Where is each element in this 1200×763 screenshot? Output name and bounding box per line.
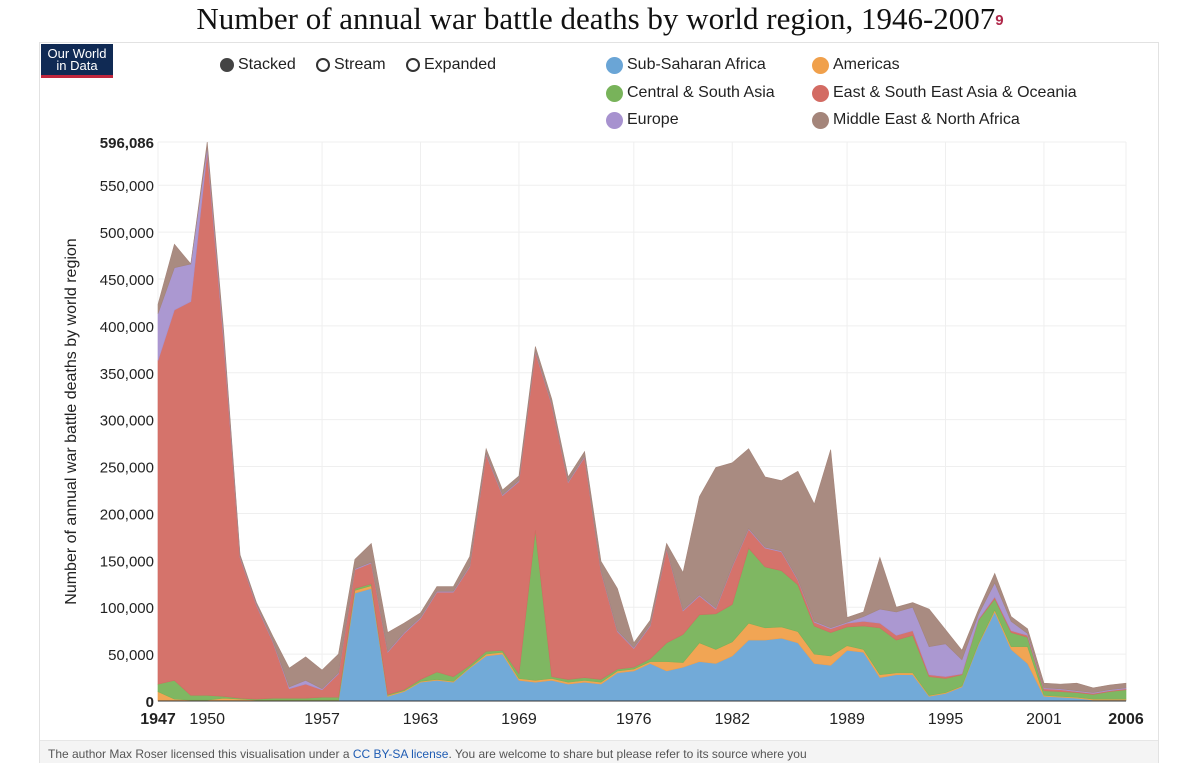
legend-dot-icon xyxy=(606,111,623,129)
y-tick-label: 450,000 xyxy=(100,272,154,289)
legend-dot-icon xyxy=(606,56,623,74)
stream-radio-icon xyxy=(316,58,330,72)
legend-dot-icon xyxy=(812,111,829,129)
legend-item-central-south-asia[interactable]: Central & South Asia xyxy=(606,84,775,102)
legend-label: Americas xyxy=(833,56,900,73)
stacked-radio-icon xyxy=(220,58,234,72)
footer-text-after: . You are welcome to share but please re… xyxy=(448,747,807,761)
y-tick-label: 250,000 xyxy=(100,460,154,477)
x-tick-label: 2001 xyxy=(1026,711,1062,728)
legend-label: Europe xyxy=(627,111,679,128)
stream-label: Stream xyxy=(334,56,386,73)
y-tick-label: 0 xyxy=(146,694,154,711)
x-tick-label: 1947 xyxy=(140,711,176,728)
y-tick-label: 400,000 xyxy=(100,319,154,336)
legend-item-americas[interactable]: Americas xyxy=(812,56,900,74)
y-axis-label: Number of annual war battle deaths by wo… xyxy=(63,238,80,604)
expanded-label: Expanded xyxy=(424,56,497,73)
license-link[interactable]: CC BY-SA license xyxy=(352,747,449,761)
x-tick-label: 1957 xyxy=(304,711,340,728)
owid-logo[interactable]: Our World in Data xyxy=(41,44,113,78)
page-title: Number of annual war battle deaths by wo… xyxy=(0,0,1200,40)
title-footnote-marker[interactable]: 9 xyxy=(995,12,1004,29)
y-tick-label: 150,000 xyxy=(100,553,154,570)
area-middle-east-north-africa[interactable] xyxy=(157,142,1127,693)
legend-dot-icon xyxy=(812,56,829,74)
y-tick-label: 100,000 xyxy=(100,600,154,617)
stacked-option[interactable]: Stacked xyxy=(220,56,296,74)
x-tick-label: 1969 xyxy=(501,711,537,728)
logo-line-1: Our World xyxy=(47,46,107,61)
expanded-option[interactable]: Expanded xyxy=(406,56,496,74)
legend-dot-icon xyxy=(606,84,623,102)
x-tick-label: 1963 xyxy=(403,711,439,728)
legend-label: Sub-Saharan Africa xyxy=(627,56,766,73)
legend-label: Central & South Asia xyxy=(627,84,775,101)
legend-dot-icon xyxy=(812,84,829,102)
license-footer: The author Max Roser licensed this visua… xyxy=(40,740,1158,763)
x-tick-label: 1950 xyxy=(189,711,225,728)
legend-item-east-south-east-asia-oceania[interactable]: East & South East Asia & Oceania xyxy=(812,84,1077,102)
chart-frame xyxy=(39,42,1159,763)
y-tick-label: 550,000 xyxy=(100,178,154,195)
x-tick-label: 2006 xyxy=(1108,711,1144,728)
footer-text-before: The author Max Roser licensed this visua… xyxy=(48,747,353,761)
legend-label: East & South East Asia & Oceania xyxy=(833,84,1077,101)
area-east-south-east-asia-oceania[interactable] xyxy=(157,151,1127,700)
y-tick-label: 596,086 xyxy=(100,135,154,152)
legend-item-sub-saharan-africa[interactable]: Sub-Saharan Africa xyxy=(606,56,766,74)
expanded-radio-icon xyxy=(406,58,420,72)
x-tick-label: 1989 xyxy=(829,711,865,728)
y-tick-label: 500,000 xyxy=(100,225,154,242)
stacked-label: Stacked xyxy=(238,56,296,73)
y-tick-label: 350,000 xyxy=(100,366,154,383)
page-title-text: Number of annual war battle deaths by wo… xyxy=(196,1,996,36)
stacked-area-chart[interactable]: 0 50,000 100,000 150,000 200,000 250,000 300,0… xyxy=(0,0,1200,740)
stream-option[interactable]: Stream xyxy=(316,56,386,74)
legend-label: Middle East & North Africa xyxy=(833,111,1020,128)
x-tick-label: 1976 xyxy=(616,711,652,728)
x-tick-label: 1995 xyxy=(928,711,964,728)
logo-line-2: in Data xyxy=(56,58,98,73)
y-tick-label: 50,000 xyxy=(108,647,154,664)
legend-item-middle-east-north-africa[interactable]: Middle East & North Africa xyxy=(812,111,1020,129)
x-tick-label: 1982 xyxy=(714,711,750,728)
y-tick-label: 200,000 xyxy=(100,506,154,523)
y-tick-label: 300,000 xyxy=(100,413,154,430)
legend-item-europe[interactable]: Europe xyxy=(606,111,679,129)
